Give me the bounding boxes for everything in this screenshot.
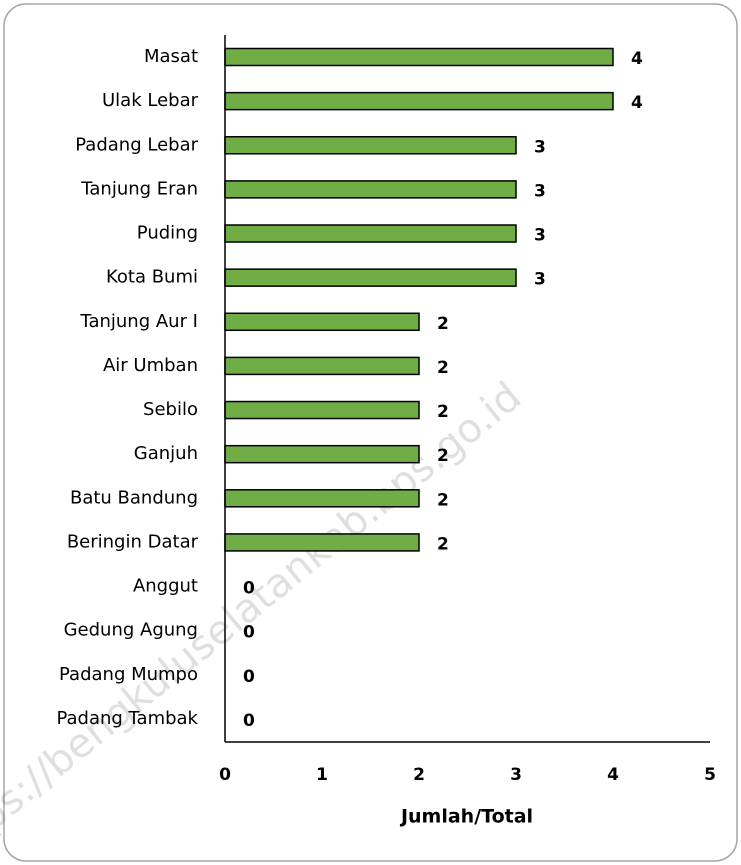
chart-border bbox=[3, 3, 738, 862]
x-tick-label: 0 bbox=[219, 765, 231, 785]
x-tick-label: 1 bbox=[316, 765, 328, 785]
bar bbox=[224, 444, 420, 464]
y-tick-label: Anggut bbox=[133, 576, 198, 597]
y-tick-label: Padang Lebar bbox=[75, 134, 198, 155]
value-label: 2 bbox=[437, 402, 449, 422]
value-label: 0 bbox=[243, 667, 255, 687]
bar bbox=[224, 356, 420, 376]
value-label: 3 bbox=[534, 181, 546, 201]
value-label: 0 bbox=[243, 711, 255, 731]
bar bbox=[224, 136, 517, 155]
bar bbox=[224, 533, 420, 552]
value-label: 2 bbox=[437, 490, 449, 510]
bar bbox=[224, 489, 420, 508]
bar bbox=[224, 268, 517, 287]
value-label: 3 bbox=[534, 226, 546, 246]
value-label: 3 bbox=[534, 270, 546, 290]
x-tick-label: 3 bbox=[510, 765, 522, 785]
x-tick-label: 4 bbox=[607, 765, 619, 785]
value-label: 4 bbox=[631, 93, 643, 113]
value-label: 0 bbox=[243, 579, 255, 599]
y-tick-label: Air Umban bbox=[103, 355, 198, 376]
bar bbox=[224, 91, 614, 111]
bar bbox=[224, 312, 420, 332]
x-tick-label: 5 bbox=[704, 765, 716, 785]
y-tick-label: Gedung Agung bbox=[64, 620, 198, 641]
y-tick-label: Padang Mumpo bbox=[59, 664, 198, 685]
y-tick-label: Beringin Datar bbox=[67, 531, 199, 552]
value-label: 3 bbox=[534, 137, 546, 157]
y-tick-label: Sebilo bbox=[143, 399, 198, 420]
x-tick-label: 2 bbox=[413, 765, 425, 785]
value-label: 4 bbox=[631, 49, 643, 69]
y-tick-label: Tanjung Eran bbox=[80, 178, 198, 199]
x-axis-label: Jumlah/Total bbox=[399, 806, 533, 828]
bar bbox=[224, 47, 614, 67]
y-tick-label: Ulak Lebar bbox=[102, 90, 199, 111]
bar bbox=[224, 224, 517, 243]
y-tick-label: Padang Tambak bbox=[56, 708, 198, 729]
bar bbox=[224, 400, 420, 420]
value-label: 2 bbox=[437, 534, 449, 554]
value-label: 2 bbox=[437, 314, 449, 334]
y-tick-label: Puding bbox=[137, 223, 198, 244]
y-tick-label: Batu Bandung bbox=[70, 487, 198, 508]
value-label: 2 bbox=[437, 446, 449, 466]
value-label: 0 bbox=[243, 623, 255, 643]
value-label: 2 bbox=[437, 358, 449, 378]
y-tick-label: Kota Bumi bbox=[106, 267, 198, 288]
y-tick-label: Ganjuh bbox=[134, 443, 198, 464]
y-tick-label: Masat bbox=[144, 46, 198, 67]
y-tick-label: Tanjung Aur I bbox=[79, 311, 198, 332]
bar bbox=[224, 180, 517, 199]
